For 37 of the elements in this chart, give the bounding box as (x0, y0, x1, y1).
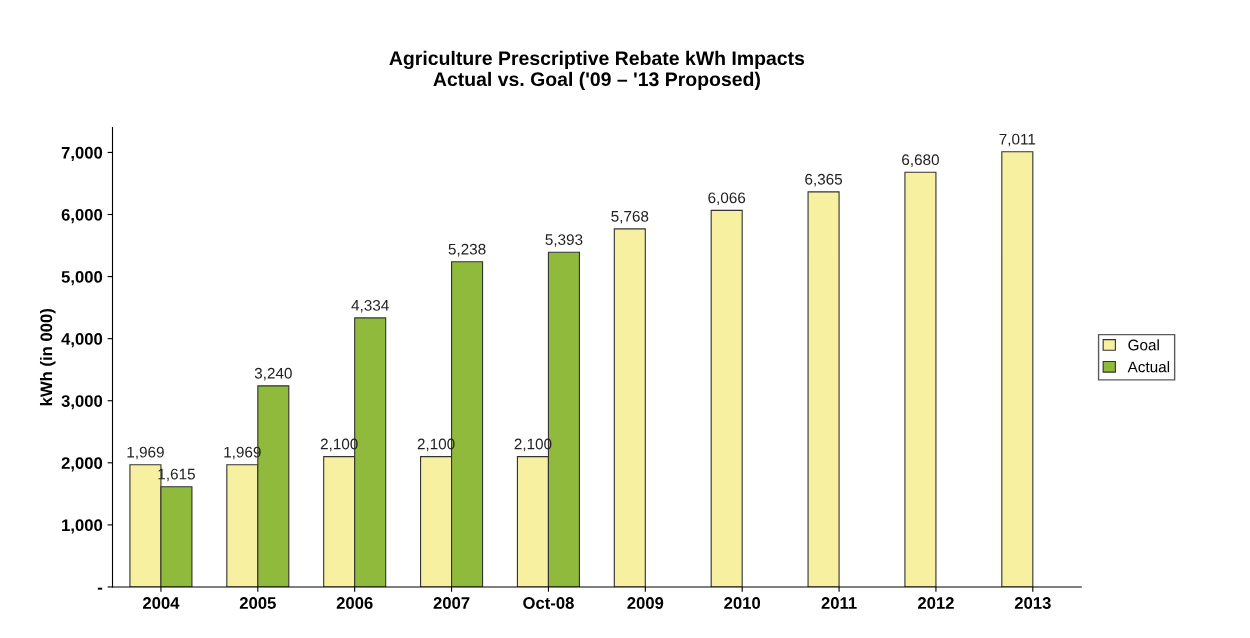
data-label: 5,768 (611, 210, 649, 224)
data-label: 6,066 (708, 192, 746, 206)
x-tick-label: 2010 (724, 597, 761, 609)
data-label: 6,680 (902, 154, 939, 167)
data-label: 1,969 (127, 446, 164, 460)
data-label: 4,334 (351, 299, 389, 313)
bar (807, 191, 840, 587)
bar (613, 228, 646, 587)
x-tick-label: Oct-08 (523, 597, 574, 609)
bar (1001, 151, 1034, 587)
data-label: 5,393 (545, 234, 583, 247)
data-label: 7,011 (999, 133, 1036, 147)
y-tick-label: 3,000 (61, 395, 103, 410)
x-tick-label: 2013 (1014, 597, 1051, 609)
y-axis-title: kWh (in 000) (39, 309, 56, 406)
x-tick-label: 2009 (627, 597, 664, 609)
y-tick-label: 7,000 (61, 146, 103, 162)
y-tick-label: 6,000 (61, 208, 103, 224)
legend-label: Actual (1127, 361, 1170, 373)
data-label: 3,240 (254, 367, 292, 381)
bar (904, 171, 937, 587)
y-tick-label: 2,000 (61, 457, 103, 472)
x-tick-label: 2011 (821, 597, 857, 609)
y-tick-label: - (97, 587, 103, 590)
x-tick-label: 2006 (336, 597, 373, 609)
chart-title: Agriculture Prescriptive Rebate kWh Impacts Actual vs. Goal ('09 – '13 Proposed) (389, 50, 805, 90)
x-tick-label: 2012 (917, 597, 954, 609)
legend-label: Goal (1128, 339, 1159, 351)
bar (710, 209, 743, 587)
x-tick-label: 2004 (142, 597, 180, 609)
y-tick-label: 4,000 (61, 333, 103, 348)
x-tick-label: 2007 (433, 597, 470, 609)
y-tick-label: 5,000 (61, 270, 103, 286)
data-label: 5,238 (448, 243, 486, 257)
data-label: 6,365 (805, 173, 843, 187)
x-tick-label: 2005 (239, 597, 276, 609)
y-tick-label: 1,000 (62, 519, 103, 534)
